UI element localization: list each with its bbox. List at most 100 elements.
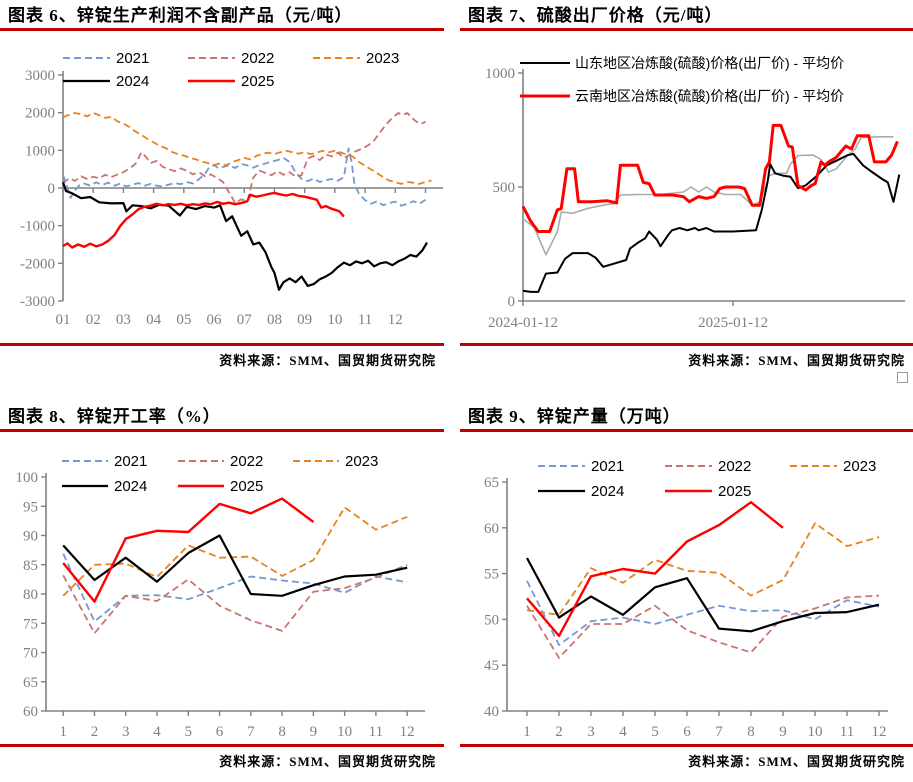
legend-label-2021: 2021	[114, 453, 147, 470]
y-tick-label: 95	[23, 499, 38, 515]
series-line-2022	[62, 112, 426, 205]
series-line-2021	[526, 580, 880, 646]
y-tick-label: 55	[484, 567, 499, 583]
source-divider	[460, 744, 913, 747]
y-tick-label: 40	[484, 704, 499, 720]
series-line-2021	[62, 147, 427, 207]
title-underline	[0, 28, 444, 31]
series-line-gray	[522, 136, 894, 256]
x-tick-label: 7	[715, 724, 723, 740]
x-tick-label: 11	[358, 312, 372, 328]
legend-label-2024: 2024	[114, 478, 147, 495]
legend-label-2021: 2021	[591, 458, 624, 475]
legend-label-2024: 2024	[591, 483, 624, 500]
legend-label-2021: 2021	[116, 50, 149, 67]
x-tick-label: 9	[310, 724, 318, 740]
x-tick-label: 04	[146, 312, 162, 328]
source-text: 资料来源：SMM、国贸期货研究院	[219, 754, 436, 769]
y-tick-label: 80	[23, 587, 38, 603]
x-tick-label: 2025-01-12	[698, 315, 768, 331]
x-tick-label: 3	[587, 724, 595, 740]
x-tick-label: 12	[400, 724, 415, 740]
x-tick-label: 10	[808, 724, 823, 740]
x-tick-label: 12	[872, 724, 887, 740]
x-tick-label: 06	[207, 312, 223, 328]
y-tick-label: 65	[484, 475, 499, 491]
missing-glyph-box	[897, 372, 908, 383]
source-divider	[0, 744, 444, 747]
y-tick-label: 0	[508, 294, 516, 310]
y-tick-label: -3000	[20, 294, 55, 310]
legend-label-山东地区冶炼酸(硫酸)价格(出厂价) - 平均价: 山东地区冶炼酸(硫酸)价格(出厂价) - 平均价	[575, 55, 844, 71]
title-underline	[460, 429, 913, 432]
y-tick-label: -2000	[20, 256, 55, 272]
legend-label-2024: 2024	[116, 73, 149, 90]
x-tick-label: 11	[369, 724, 383, 740]
title-underline	[0, 429, 444, 432]
x-tick-label: 03	[116, 312, 131, 328]
series-line-2021	[62, 553, 408, 623]
x-tick-label: 01	[56, 312, 71, 328]
series-line-2023	[62, 112, 432, 185]
x-tick-label: 2	[555, 724, 563, 740]
chart-panel-profit: 图表 6、锌锭生产利润不含副产品（元/吨） 3000 2000 1000 0 -1000…	[0, 0, 444, 389]
x-tick-label: 08	[267, 312, 282, 328]
y-tick-label: 50	[484, 612, 499, 628]
legend-label-2023: 2023	[345, 453, 378, 470]
series-line-山东地区冶炼酸(硫酸)价格(出厂价) - 平均价	[522, 152, 901, 293]
x-tick-label: 3	[122, 724, 130, 740]
x-tick-label: 12	[388, 312, 403, 328]
chart-title: 图表 8、锌锭开工率（%）	[8, 407, 221, 426]
chart-panel-output: 图表 9、锌锭产量（万吨） 65 60 55 50 45 40 1 2 3 4 5 6 7 8 9 10 11 1…	[460, 394, 913, 780]
legend-label-2023: 2023	[366, 50, 399, 67]
series-line-2024	[61, 181, 428, 291]
x-tick-label: 7	[247, 724, 255, 740]
title-underline	[460, 28, 913, 31]
y-tick-label: 3000	[25, 68, 55, 84]
y-tick-label: 2000	[25, 106, 55, 122]
series-line-2024	[62, 534, 408, 597]
series-line-2023	[62, 506, 408, 597]
legend-label-2025: 2025	[718, 483, 751, 500]
y-tick-label: 60	[23, 704, 38, 720]
series-line-2022	[62, 563, 408, 635]
y-tick-label: -1000	[20, 219, 55, 235]
x-tick-label: 9	[779, 724, 787, 740]
x-tick-label: 1	[523, 724, 531, 740]
chart-panel-operating-rate: 图表 8、锌锭开工率（%） 100 95 90 85 80 75 70 65 60 1 2 3 4 5 6 7…	[0, 394, 444, 780]
x-tick-label: 5	[185, 724, 193, 740]
x-tick-label: 10	[337, 724, 352, 740]
x-tick-label: 4	[153, 724, 161, 740]
y-tick-label: 100	[16, 470, 39, 486]
legend-label-2022: 2022	[241, 50, 274, 67]
chart-title: 图表 9、锌锭产量（万吨）	[468, 407, 681, 426]
y-tick-label: 0	[48, 181, 56, 197]
source-text: 资料来源：SMM、国贸期货研究院	[688, 754, 905, 769]
x-tick-label: 6	[216, 724, 224, 740]
source-divider	[460, 343, 913, 346]
x-tick-label: 10	[327, 312, 342, 328]
source-text: 资料来源：SMM、国贸期货研究院	[688, 353, 905, 368]
x-tick-label: 05	[176, 312, 191, 328]
chart-title: 图表 7、硫酸出厂价格（元/吨）	[468, 6, 723, 25]
chart-panel-sulfuric-acid: 图表 7、硫酸出厂价格（元/吨） 1000 500 0 2024-01-12 2025-…	[460, 0, 913, 389]
x-tick-label: 2024-01-12	[488, 315, 558, 331]
legend-label-2025: 2025	[230, 478, 263, 495]
y-tick-label: 90	[23, 529, 38, 545]
y-tick-label: 1000	[485, 66, 515, 82]
legend-label-2022: 2022	[230, 453, 263, 470]
legend-label-2022: 2022	[718, 458, 751, 475]
x-tick-label: 5	[651, 724, 659, 740]
y-tick-label: 75	[23, 616, 38, 632]
series-line-2025	[526, 501, 784, 638]
series-line-2024	[526, 557, 880, 633]
legend-label-2025: 2025	[241, 73, 274, 90]
series-line-云南地区冶炼酸(硫酸)价格(出厂价) - 平均价	[521, 123, 899, 233]
x-tick-label: 2	[91, 724, 99, 740]
source-text: 资料来源：SMM、国贸期货研究院	[219, 353, 436, 368]
legend-label-2023: 2023	[843, 458, 876, 475]
